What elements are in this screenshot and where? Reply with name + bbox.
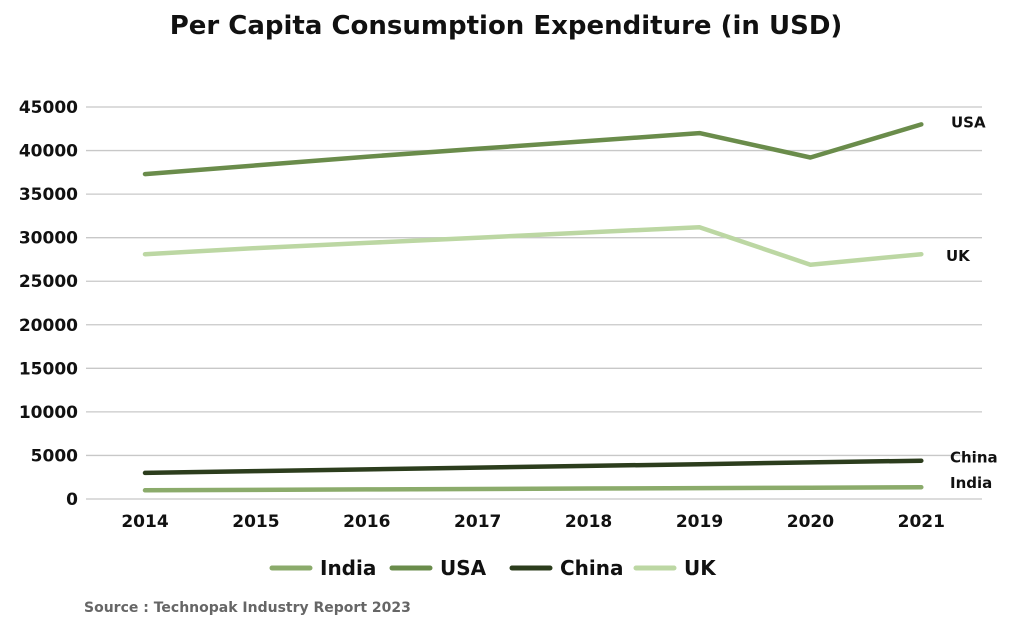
legend-label-china: China <box>560 556 624 580</box>
y-tick-label: 20000 <box>19 316 78 336</box>
x-tick-label: 2014 <box>121 512 168 532</box>
y-tick-label: 25000 <box>19 272 78 292</box>
y-tick-label: 10000 <box>19 403 78 423</box>
legend-label-india: India <box>320 556 376 580</box>
end-label-india: India <box>950 474 992 492</box>
chart-title: Per Capita Consumption Expenditure (in U… <box>170 11 843 41</box>
end-label-china: China <box>950 449 998 467</box>
x-tick-label: 2021 <box>898 512 945 532</box>
y-tick-label: 15000 <box>19 359 78 379</box>
x-tick-label: 2018 <box>565 512 612 532</box>
x-tick-label: 2017 <box>454 512 501 532</box>
x-tick-label: 2019 <box>676 512 723 532</box>
x-tick-label: 2016 <box>343 512 390 532</box>
legend-label-uk: UK <box>684 556 717 580</box>
series-line-china <box>142 458 924 476</box>
x-tick-label: 2020 <box>787 512 834 532</box>
y-tick-label: 40000 <box>19 142 78 162</box>
y-tick-label: 35000 <box>19 185 78 205</box>
gridlines <box>86 106 982 500</box>
y-tick-label: 45000 <box>19 98 78 118</box>
series-line-uk <box>142 224 924 267</box>
y-axis-ticks: 0 5000 10000 15000 20000 25000 30000 35000 40000… <box>19 98 78 510</box>
legend: India USA China UK <box>269 556 717 580</box>
y-tick-label: 5000 <box>31 446 78 466</box>
series-lines <box>142 122 924 493</box>
legend-label-usa: USA <box>440 556 487 580</box>
source-note: Source : Technopak Industry Report 2023 <box>84 600 411 616</box>
end-labels: India USA China UK <box>946 113 998 492</box>
x-tick-label: 2015 <box>232 512 279 532</box>
series-line-india <box>142 484 924 493</box>
end-label-uk: UK <box>946 247 971 265</box>
series-line-usa <box>142 122 924 177</box>
x-axis-ticks: 2014 2015 2016 2017 2018 2019 2020 2021 <box>121 512 945 532</box>
y-tick-label: 30000 <box>19 229 78 249</box>
y-tick-label: 0 <box>66 490 78 510</box>
end-label-usa: USA <box>951 113 986 131</box>
